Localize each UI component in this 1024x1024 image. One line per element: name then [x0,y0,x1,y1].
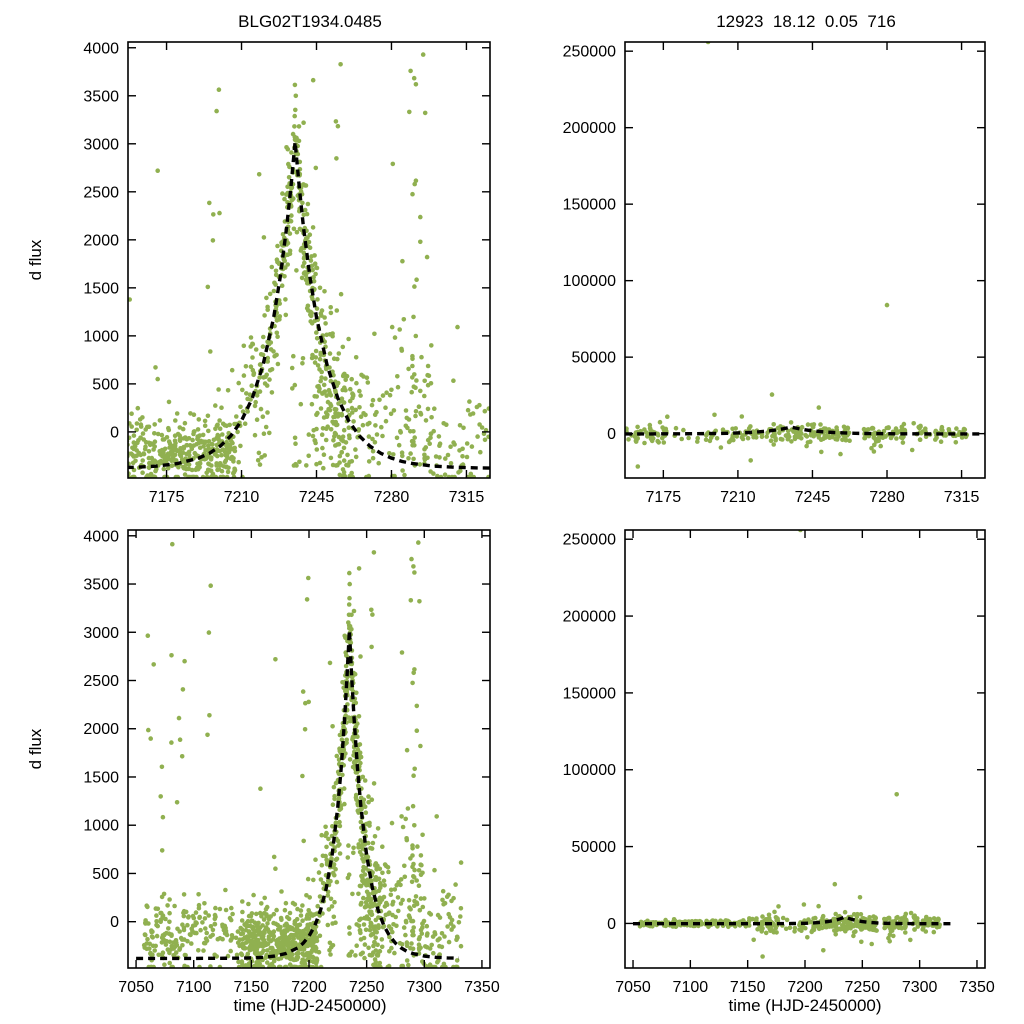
residual-zoom-panel: 7175 7210 7245 7280 7315 0 50000 100000 150000 20… [563,41,986,506]
svg-text:200000: 200000 [563,609,616,626]
svg-text:7300: 7300 [406,979,442,996]
svg-text:2500: 2500 [83,673,119,690]
svg-text:150000: 150000 [563,197,616,214]
svg-text:200000: 200000 [563,120,616,137]
x-axis-label-left: time (HJD-2450000) [233,996,387,1015]
svg-text:500: 500 [92,866,119,883]
svg-text:2000: 2000 [83,721,119,738]
svg-text:250000: 250000 [563,532,616,549]
svg-text:0: 0 [110,914,119,931]
svg-text:7315: 7315 [944,489,980,506]
svg-text:1500: 1500 [83,280,119,297]
svg-text:7250: 7250 [349,979,385,996]
svg-text:1500: 1500 [83,769,119,786]
svg-text:1000: 1000 [83,818,119,835]
svg-text:7250: 7250 [845,979,881,996]
svg-text:150000: 150000 [563,685,616,702]
svg-text:7050: 7050 [118,979,154,996]
svg-text:7245: 7245 [795,489,831,506]
svg-text:7050: 7050 [615,979,651,996]
left-chart-title: BLG02T1934.0485 [238,12,382,31]
svg-text:7300: 7300 [902,979,938,996]
svg-text:7150: 7150 [730,979,766,996]
svg-text:7175: 7175 [149,489,185,506]
svg-text:4000: 4000 [83,40,119,57]
svg-text:250000: 250000 [563,44,616,61]
svg-text:7350: 7350 [959,979,995,996]
svg-text:7150: 7150 [234,979,270,996]
svg-text:7100: 7100 [673,979,709,996]
flux-zoom-panel: 7175 7210 7245 7280 7315 0 500 1000 1500 2000 2500… [83,40,491,506]
svg-text:0: 0 [607,426,616,443]
svg-text:500: 500 [92,376,119,393]
svg-text:7175: 7175 [646,489,682,506]
svg-text:100000: 100000 [563,273,616,290]
svg-text:0: 0 [110,424,119,441]
svg-text:4000: 4000 [83,528,119,545]
svg-text:7280: 7280 [374,489,410,506]
svg-text:3000: 3000 [83,136,119,153]
svg-text:3500: 3500 [83,88,119,105]
svg-text:3500: 3500 [83,577,119,594]
svg-text:7200: 7200 [787,979,823,996]
y-axis-label-bottom: d flux [26,728,45,770]
svg-text:3000: 3000 [83,625,119,642]
residual-full-panel: 7050 7100 7150 7200 7250 7300 7350 0 50000 100000… [563,529,995,996]
svg-text:7280: 7280 [869,489,905,506]
right-chart-title: 12923 18.12 0.05 716 [716,12,896,31]
svg-text:7100: 7100 [176,979,212,996]
svg-text:50000: 50000 [572,350,617,367]
svg-text:7210: 7210 [720,489,756,506]
svg-text:7315: 7315 [449,489,485,506]
svg-text:7200: 7200 [291,979,327,996]
svg-text:7245: 7245 [299,489,335,506]
svg-text:7210: 7210 [224,489,260,506]
svg-text:100000: 100000 [563,762,616,779]
flux-full-panel: 7050 7100 7150 7200 7250 7300 7350 0 500 1000 1500… [83,528,500,996]
svg-text:2000: 2000 [83,232,119,249]
svg-text:50000: 50000 [572,839,617,856]
y-axis-label-top: d flux [26,239,45,281]
svg-text:1000: 1000 [83,328,119,345]
svg-text:2500: 2500 [83,184,119,201]
x-axis-label-right: time (HJD-2450000) [728,996,882,1015]
svg-text:7350: 7350 [464,979,500,996]
svg-text:0: 0 [607,916,616,933]
